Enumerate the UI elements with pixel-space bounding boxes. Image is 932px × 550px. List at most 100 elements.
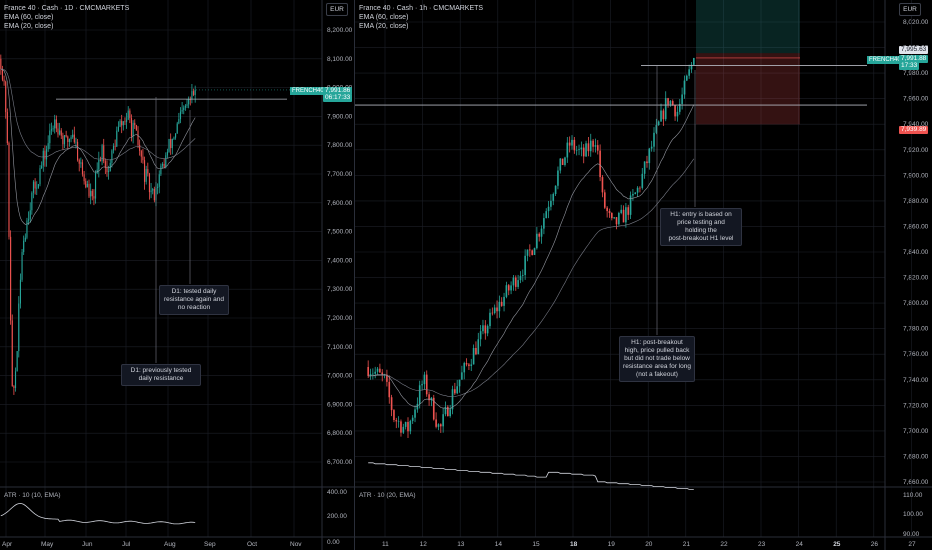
hourly-candle — [681, 94, 683, 104]
hourly-candle — [641, 173, 644, 188]
daily-candle — [86, 183, 88, 188]
hourly-candle — [411, 417, 414, 421]
daily-candle — [47, 143, 49, 150]
hourly-symbol-title[interactable]: France 40 · Cash · 1h · CMCMARKETS — [359, 5, 484, 12]
daily-candle — [142, 156, 144, 161]
daily-candle — [134, 122, 136, 126]
hourly-candle — [517, 280, 519, 287]
daily-candle — [18, 303, 20, 352]
daily-candle — [5, 81, 7, 113]
daily-candle — [55, 119, 57, 129]
daily-candle — [78, 159, 80, 164]
daily-candle — [116, 130, 118, 147]
daily-ema20-label[interactable]: EMA (20, close) — [4, 23, 54, 30]
hourly-candle — [449, 409, 451, 417]
hourly-atr-tick: 90.00 — [903, 531, 920, 538]
hourly-candle — [650, 146, 653, 149]
daily-candle — [90, 190, 92, 197]
daily-candle — [112, 146, 115, 151]
hourly-last-price-tag: 7,991.88 — [899, 55, 929, 63]
hourly-candle — [573, 139, 576, 151]
daily-ema60-label[interactable]: EMA (60, close) — [4, 14, 54, 21]
daily-candle — [81, 162, 84, 175]
hourly-candle — [592, 140, 594, 147]
daily-candle — [122, 121, 124, 126]
hourly-candle — [367, 367, 369, 376]
daily-candle — [137, 130, 139, 145]
daily-candle — [181, 109, 183, 112]
daily-atr-tick: 400.00 — [327, 489, 347, 496]
hourly-target-price-tag: 7,995.63 — [899, 46, 929, 54]
hourly-y-tick: 7,680.00 — [903, 453, 929, 460]
daily-candle — [117, 126, 119, 131]
hourly-candle — [510, 285, 512, 291]
daily-y-tick: 7,200.00 — [327, 315, 353, 322]
hourly-candle — [505, 285, 508, 297]
daily-note-tested-again[interactable]: D1: tested daily resistance again and no… — [159, 285, 229, 315]
daily-candle — [147, 169, 149, 174]
daily-candle — [130, 118, 133, 137]
hourly-note-post-breakout[interactable]: H1: post-breakout high, price pulled bac… — [619, 336, 695, 382]
hourly-atr-label[interactable]: ATR · 10 (20, EMA) — [359, 492, 416, 499]
daily-candle — [13, 386, 15, 389]
daily-candle — [36, 187, 38, 189]
hourly-candle — [533, 248, 536, 255]
daily-y-tick: 7,500.00 — [327, 229, 353, 236]
hourly-candle — [374, 371, 377, 374]
daily-chart-canvas[interactable]: 8,200.008,100.008,000.007,900.007,800.00… — [0, 0, 354, 550]
hourly-candle — [678, 103, 681, 112]
daily-y-tick: 7,000.00 — [327, 373, 353, 380]
hourly-candle — [601, 177, 604, 193]
daily-candle — [106, 168, 108, 173]
daily-candle — [44, 150, 46, 160]
hourly-atr-line — [368, 462, 694, 490]
hourly-candle — [500, 301, 503, 306]
hourly-candle — [627, 207, 630, 215]
hourly-candle — [475, 348, 477, 355]
hourly-candle — [559, 158, 562, 171]
daily-x-tick: Jul — [122, 541, 131, 548]
daily-chart-pane[interactable]: 8,200.008,100.008,000.007,900.007,800.00… — [0, 0, 354, 550]
hourly-candle — [685, 75, 688, 81]
daily-candle — [49, 130, 51, 144]
hourly-x-tick: 11 — [382, 541, 389, 548]
daily-candle — [32, 181, 35, 193]
hourly-candle — [386, 374, 388, 382]
hourly-candle — [683, 80, 686, 95]
hourly-x-tick: 13 — [457, 541, 465, 548]
daily-currency-badge[interactable]: EUR — [326, 3, 348, 16]
hourly-chart-pane[interactable]: 8,020.008,000.007,980.007,960.007,940.00… — [355, 0, 932, 550]
hourly-candle — [578, 149, 580, 150]
hourly-candle — [479, 331, 482, 340]
daily-candle — [3, 79, 5, 82]
daily-y-tick: 7,400.00 — [327, 257, 353, 264]
hourly-ema20-label[interactable]: EMA (20, close) — [359, 23, 409, 30]
hourly-candle — [432, 397, 435, 420]
daily-symbol-title[interactable]: France 40 · Cash · 1D · CMCMARKETS — [4, 5, 130, 12]
pane-divider[interactable] — [354, 0, 355, 550]
daily-note-previously-tested[interactable]: D1: previously tested daily resistance — [121, 364, 201, 386]
hourly-chart-canvas[interactable]: 8,020.008,000.007,980.007,960.007,940.00… — [355, 0, 932, 550]
hourly-candle — [507, 285, 510, 291]
hourly-currency-badge[interactable]: EUR — [899, 3, 921, 16]
daily-x-tick: Nov — [290, 541, 302, 548]
daily-x-tick: May — [41, 541, 54, 548]
hourly-candle — [444, 406, 447, 415]
daily-candle — [148, 173, 151, 193]
daily-atr-label[interactable]: ATR · 10 (10, EMA) — [4, 492, 61, 499]
hourly-candle — [582, 147, 585, 157]
hourly-atr-tick: 100.00 — [903, 511, 923, 518]
daily-candle — [94, 172, 97, 199]
hourly-candle — [447, 406, 449, 417]
hourly-candle — [524, 255, 526, 276]
hourly-y-tick: 7,940.00 — [903, 121, 929, 128]
hourly-candle — [669, 101, 672, 105]
hourly-note-entry[interactable]: H1: entry is based on price testing and … — [660, 208, 742, 246]
hourly-candle — [400, 421, 402, 433]
hourly-candle — [557, 170, 559, 186]
hourly-y-tick: 7,660.00 — [903, 479, 929, 486]
hourly-candle — [540, 228, 543, 237]
hourly-ema60-label[interactable]: EMA (60, close) — [359, 14, 409, 21]
hourly-candle — [550, 200, 552, 207]
hourly-countdown-tag: 17:33 — [899, 62, 920, 70]
